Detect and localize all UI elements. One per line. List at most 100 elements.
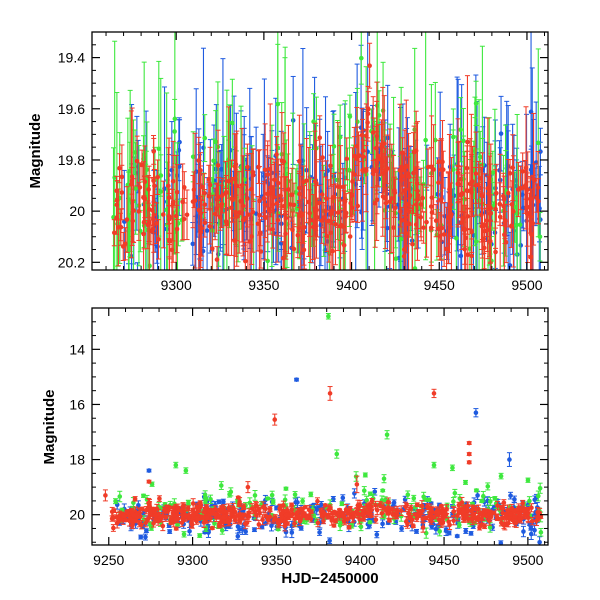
data-point xyxy=(198,252,203,257)
data-point xyxy=(317,135,323,141)
data-point xyxy=(275,217,281,223)
data-point xyxy=(343,210,349,216)
data-point xyxy=(451,499,456,504)
data-point xyxy=(152,183,157,189)
data-point xyxy=(473,101,479,106)
data-point xyxy=(155,174,160,180)
data-point xyxy=(341,242,347,248)
y-tick-label: 20 xyxy=(69,203,85,219)
data-point xyxy=(117,494,123,499)
data-point xyxy=(317,530,322,535)
data-point xyxy=(392,188,397,193)
data-point xyxy=(411,170,416,176)
data-point xyxy=(252,493,258,498)
data-point xyxy=(379,144,385,150)
data-point xyxy=(498,540,504,545)
data-point xyxy=(265,258,270,264)
data-point xyxy=(219,204,224,209)
data-point xyxy=(463,480,468,485)
data-point xyxy=(295,232,301,238)
data-point xyxy=(138,534,144,540)
data-point xyxy=(236,210,242,215)
data-point xyxy=(297,213,302,219)
data-point xyxy=(113,498,118,504)
data-point xyxy=(274,201,280,206)
data-point xyxy=(114,215,119,221)
data-point xyxy=(458,253,464,259)
data-point xyxy=(174,189,180,195)
data-point xyxy=(220,193,225,198)
data-point xyxy=(480,493,486,499)
data-point xyxy=(292,492,298,497)
data-point xyxy=(349,193,355,199)
data-point xyxy=(146,468,152,473)
data-point xyxy=(245,164,250,170)
data-point xyxy=(141,493,146,499)
data-point xyxy=(294,206,300,211)
data-point xyxy=(145,222,151,228)
data-point xyxy=(350,179,355,184)
data-point xyxy=(166,217,172,222)
data-point xyxy=(415,188,420,194)
data-point xyxy=(521,529,526,534)
data-point xyxy=(125,182,131,188)
data-point xyxy=(458,127,463,133)
data-point xyxy=(268,185,273,190)
data-point xyxy=(265,496,270,501)
data-point xyxy=(295,500,300,505)
data-point xyxy=(532,178,537,183)
data-point xyxy=(202,220,208,226)
data-point xyxy=(297,185,302,191)
data-point xyxy=(337,134,343,140)
data-point xyxy=(143,534,148,540)
data-point xyxy=(297,159,302,164)
data-point xyxy=(410,241,415,247)
data-point xyxy=(298,525,304,531)
data-point xyxy=(399,174,405,179)
data-point xyxy=(308,217,313,223)
data-point xyxy=(224,189,229,195)
data-point xyxy=(393,205,398,211)
data-point xyxy=(335,184,341,189)
data-point xyxy=(354,143,360,149)
plot-frame xyxy=(91,31,549,271)
data-point xyxy=(488,499,493,504)
data-point xyxy=(509,202,515,207)
data-point xyxy=(227,492,232,497)
data-point xyxy=(448,214,454,220)
data-point xyxy=(406,174,412,180)
data-point xyxy=(127,277,132,282)
data-point xyxy=(135,290,140,295)
data-point xyxy=(184,212,190,218)
data-point xyxy=(339,501,345,507)
data-point xyxy=(475,493,480,498)
data-point xyxy=(274,152,279,157)
data-point xyxy=(444,246,449,252)
data-point xyxy=(508,493,513,498)
data-point xyxy=(202,135,208,141)
data-point xyxy=(221,301,226,306)
series-red xyxy=(111,42,541,270)
data-point xyxy=(468,531,474,536)
data-point xyxy=(206,176,212,182)
data-point xyxy=(529,232,534,237)
data-point xyxy=(139,162,145,168)
data-point xyxy=(170,178,176,184)
data-point xyxy=(360,167,365,173)
data-point xyxy=(211,158,216,164)
data-point xyxy=(156,146,162,152)
data-point xyxy=(363,168,369,173)
data-point xyxy=(512,497,517,502)
data-point xyxy=(535,140,541,146)
data-point xyxy=(440,167,446,172)
data-point xyxy=(450,167,456,172)
data-point xyxy=(172,116,178,122)
data-point xyxy=(424,219,429,225)
data-point xyxy=(202,190,207,196)
data-point xyxy=(316,200,322,206)
data-point xyxy=(437,529,442,534)
data-point xyxy=(215,163,221,168)
data-point xyxy=(279,158,285,164)
data-point xyxy=(226,178,232,184)
